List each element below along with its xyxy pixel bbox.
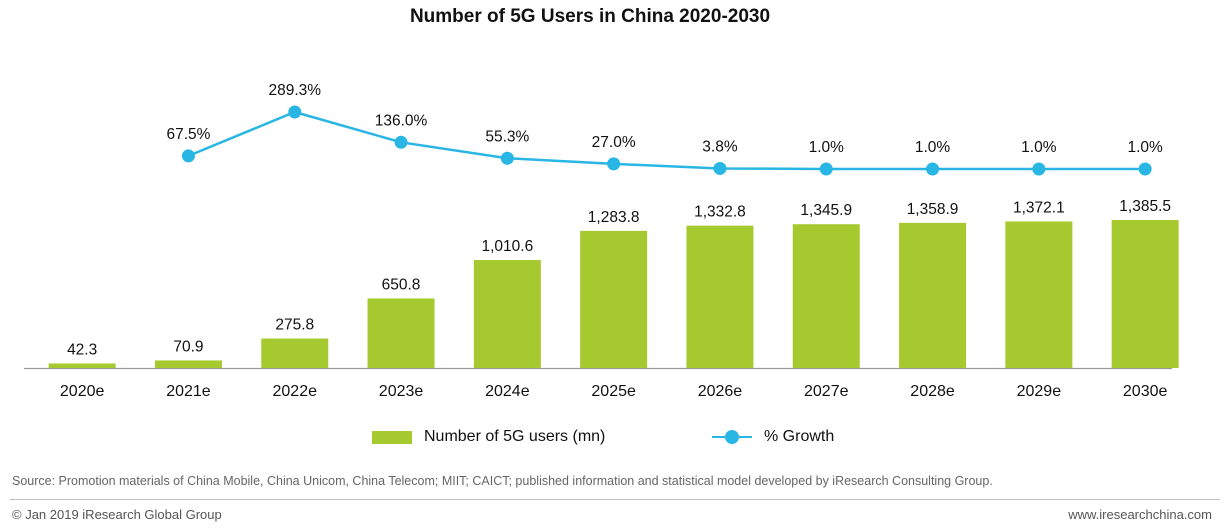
legend-item-growth: % Growth (712, 428, 834, 446)
footer-divider (10, 499, 1220, 500)
growth-data-label: 1.0% (1127, 139, 1163, 156)
bar-data-label: 1,358.9 (907, 201, 959, 218)
bar-data-label: 1,332.8 (694, 204, 746, 221)
legend-bar-swatch (372, 430, 412, 444)
bar-data-label: 70.9 (173, 338, 203, 355)
growth-point (607, 157, 621, 171)
bar (48, 363, 116, 368)
bar (686, 225, 754, 368)
growth-point (819, 162, 833, 176)
growth-data-label: 55.3% (485, 128, 529, 145)
bar-data-label: 42.3 (67, 341, 97, 358)
x-tick-label: 2022e (273, 383, 318, 400)
legend-line-swatch (712, 430, 752, 444)
x-tick-label: 2024e (485, 383, 530, 400)
growth-data-label: 1.0% (915, 139, 951, 156)
growth-data-label: 67.5% (166, 126, 210, 143)
bar (154, 360, 222, 368)
bar (1111, 220, 1179, 368)
bar (899, 222, 967, 368)
bar (1005, 221, 1073, 368)
growth-series-line (187, 110, 1146, 171)
legend-label-growth: % Growth (764, 428, 835, 445)
growth-point (1138, 162, 1152, 176)
bar-data-label: 1,372.1 (1013, 199, 1065, 216)
bar (792, 224, 860, 368)
growth-data-label: 136.0% (375, 112, 428, 129)
chart-plot: 42.3 2020e 70.9 2021e 275.8 2022e 650.8 2023e 1,… (24, 82, 1179, 400)
growth-point (181, 149, 195, 163)
growth-point (1032, 162, 1046, 176)
growth-data-label: 27.0% (592, 134, 636, 151)
growth-point (500, 151, 514, 165)
x-tick-label: 2021e (166, 383, 211, 400)
website-link[interactable]: www.iresearchchina.com (1068, 507, 1212, 522)
bar (580, 230, 648, 368)
x-tick-label: 2030e (1123, 383, 1168, 400)
bar-data-label: 1,283.8 (588, 209, 640, 226)
bar (367, 298, 435, 368)
growth-data-label: 289.3% (268, 82, 321, 99)
bar (473, 260, 541, 368)
growth-data-label: 1.0% (1021, 139, 1057, 156)
x-tick-label: 2023e (379, 383, 424, 400)
bar-data-label: 650.8 (382, 276, 421, 293)
copyright-text: © Jan 2019 iResearch Global Group (12, 507, 222, 522)
chart-title: Number of 5G Users in China 2020-2030 (409, 6, 771, 27)
growth-data-label: 1.0% (809, 139, 845, 156)
bar-data-label: 1,010.6 (481, 238, 533, 255)
bar-data-label: 1,385.5 (1119, 198, 1171, 215)
growth-point (288, 105, 302, 119)
growth-point (926, 162, 940, 176)
bar-data-label: 275.8 (275, 317, 314, 334)
growth-point (394, 135, 408, 149)
x-tick-label: 2029e (1017, 383, 1062, 400)
legend-item-users: Number of 5G users (mn) (372, 428, 605, 446)
x-tick-label: 2028e (910, 383, 955, 400)
legend-label-users: Number of 5G users (mn) (424, 428, 606, 445)
chart-legend: Number of 5G users (mn) % Growth (0, 428, 1230, 452)
bar-data-label: 1,345.9 (800, 202, 852, 219)
x-tick-label: 2025e (591, 383, 636, 400)
x-tick-label: 2026e (698, 383, 743, 400)
bar (261, 338, 329, 368)
x-tick-label: 2020e (60, 383, 105, 400)
source-note: Source: Promotion materials of China Mob… (12, 474, 993, 488)
growth-point (713, 161, 727, 175)
growth-data-label: 3.8% (702, 138, 738, 155)
x-tick-label: 2027e (804, 383, 849, 400)
